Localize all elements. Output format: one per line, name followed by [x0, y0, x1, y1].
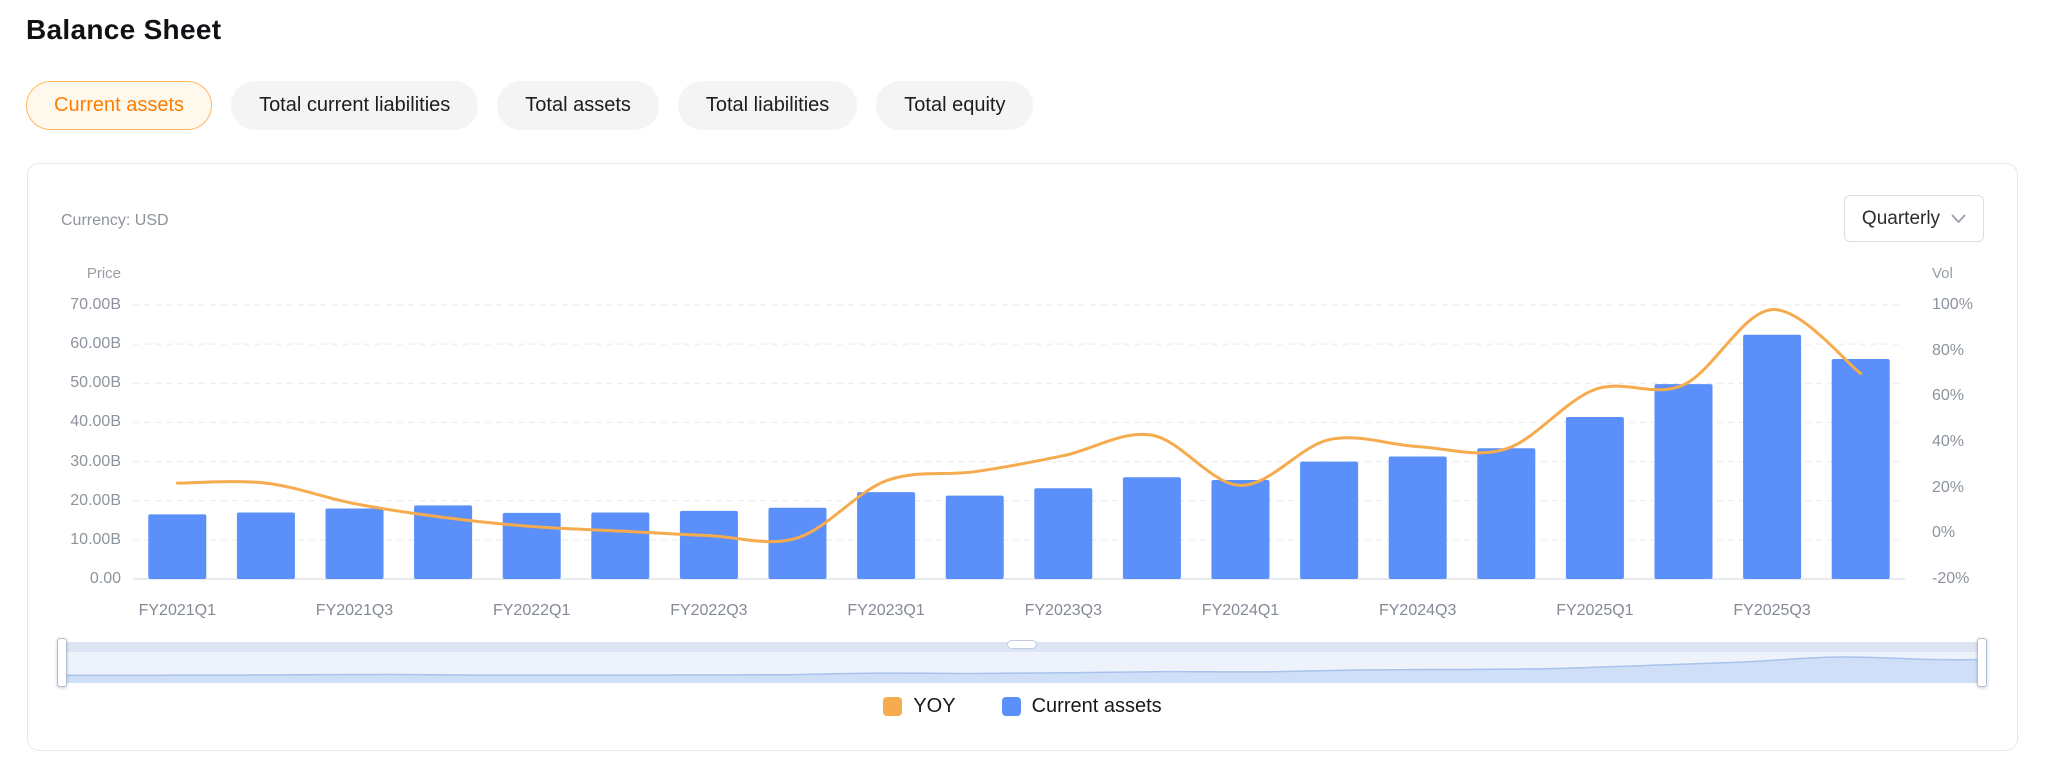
left-axis-tick: 30.00B — [70, 452, 121, 470]
left-axis-tick: 70.00B — [70, 296, 121, 313]
bar-FY2021Q1[interactable] — [148, 514, 207, 579]
x-axis-tick: FY2024Q1 — [1201, 602, 1280, 619]
period-value: Quarterly — [1861, 207, 1941, 229]
minichart-area — [62, 656, 1982, 683]
bar-FY2025Q2[interactable] — [1654, 384, 1713, 579]
bar-FY2025Q4[interactable] — [1831, 359, 1890, 579]
right-axis-tick: 80% — [1932, 341, 1965, 359]
x-axis-tick: FY2024Q3 — [1378, 602, 1457, 619]
filter-tabs: Current assets Total current liabilities T… — [26, 81, 1034, 130]
x-axis-tick: FY2023Q1 — [847, 602, 925, 619]
chart-range-slider[interactable] — [57, 638, 1987, 687]
legend-item-yoy[interactable]: YOY — [883, 695, 956, 718]
tab-total-equity[interactable]: Total equity — [876, 81, 1034, 130]
legend-swatch — [1001, 697, 1021, 716]
combo-chart-plot — [133, 304, 1905, 580]
bar-FY2023Q4[interactable] — [1122, 477, 1181, 579]
period-dropdown[interactable]: Quarterly — [1844, 195, 1984, 242]
x-axis-tick: FY2021Q3 — [315, 602, 394, 619]
bar-FY2025Q1[interactable] — [1565, 416, 1624, 579]
legend-label: YOY — [913, 695, 956, 717]
bar-FY2021Q4[interactable] — [414, 505, 473, 579]
range-slider-right-handle[interactable] — [1977, 638, 1987, 687]
minichart-line — [62, 656, 1982, 677]
x-axis-tick: FY2021Q1 — [138, 602, 216, 619]
yoy-line[interactable] — [175, 308, 1863, 544]
bar-FY2024Q1[interactable] — [1211, 479, 1270, 579]
page-title: Balance Sheet — [26, 14, 222, 45]
right-axis-tick: 20% — [1932, 478, 1965, 496]
bar-FY2024Q2[interactable] — [1300, 461, 1359, 579]
bar-FY2024Q3[interactable] — [1388, 456, 1447, 579]
tab-total-current-liabilities[interactable]: Total current liabilities — [231, 81, 479, 130]
right-axis-tick: 0% — [1932, 524, 1956, 542]
range-slider-center-handle[interactable] — [1007, 640, 1037, 649]
x-axis-tick: FY2022Q1 — [492, 602, 571, 619]
bar-FY2022Q2[interactable] — [591, 512, 650, 579]
left-axis-tick: 50.00B — [70, 374, 121, 392]
bar-FY2025Q3[interactable] — [1743, 334, 1802, 579]
bar-FY2023Q1[interactable] — [857, 492, 916, 579]
x-axis-tick: FY2023Q3 — [1024, 602, 1102, 619]
left-axis-title: Price — [86, 265, 121, 282]
x-axis-tick: FY2025Q1 — [1556, 602, 1634, 619]
chevron-down-icon — [1951, 214, 1966, 224]
chart-legend: YOY Current assets — [28, 695, 2017, 718]
right-axis-title: Vol — [1932, 265, 1953, 282]
left-axis-tick: 0.00 — [89, 569, 121, 587]
right-axis-tick: 60% — [1932, 387, 1965, 405]
x-axis-tick: FY2022Q3 — [670, 602, 748, 619]
range-slider-left-handle[interactable] — [57, 638, 67, 687]
bar-FY2023Q3[interactable] — [1034, 488, 1093, 579]
chart-card: Currency: USD Quarterly Price Vol 70.00B… — [27, 163, 2018, 751]
bar-FY2021Q3[interactable] — [325, 508, 384, 579]
legend-label: Current assets — [1031, 695, 1162, 717]
legend-swatch — [883, 697, 903, 716]
left-axis-tick: 20.00B — [70, 491, 121, 509]
bar-FY2022Q4[interactable] — [768, 507, 827, 579]
tab-current-assets[interactable]: Current assets — [26, 81, 213, 130]
right-axis-tick: 100% — [1932, 296, 1973, 313]
tab-total-assets[interactable]: Total assets — [497, 81, 659, 130]
bar-FY2021Q2[interactable] — [236, 512, 295, 579]
range-slider-minichart — [62, 656, 1982, 683]
bar-FY2022Q1[interactable] — [502, 512, 561, 579]
x-axis-tick: FY2025Q3 — [1733, 602, 1811, 619]
left-axis-tick: 60.00B — [70, 335, 121, 353]
legend-item-current-assets[interactable]: Current assets — [1001, 695, 1162, 718]
bar-FY2024Q4[interactable] — [1477, 448, 1536, 579]
bar-FY2022Q3[interactable] — [679, 510, 738, 579]
tab-total-liabilities[interactable]: Total liabilities — [677, 81, 858, 130]
left-axis-tick: 10.00B — [70, 530, 121, 548]
left-axis-tick: 40.00B — [70, 413, 121, 431]
currency-label: Currency: USD — [61, 212, 169, 229]
bar-FY2023Q2[interactable] — [945, 495, 1004, 579]
right-axis-tick: -20% — [1932, 570, 1970, 588]
right-axis-tick: 40% — [1932, 433, 1965, 450]
